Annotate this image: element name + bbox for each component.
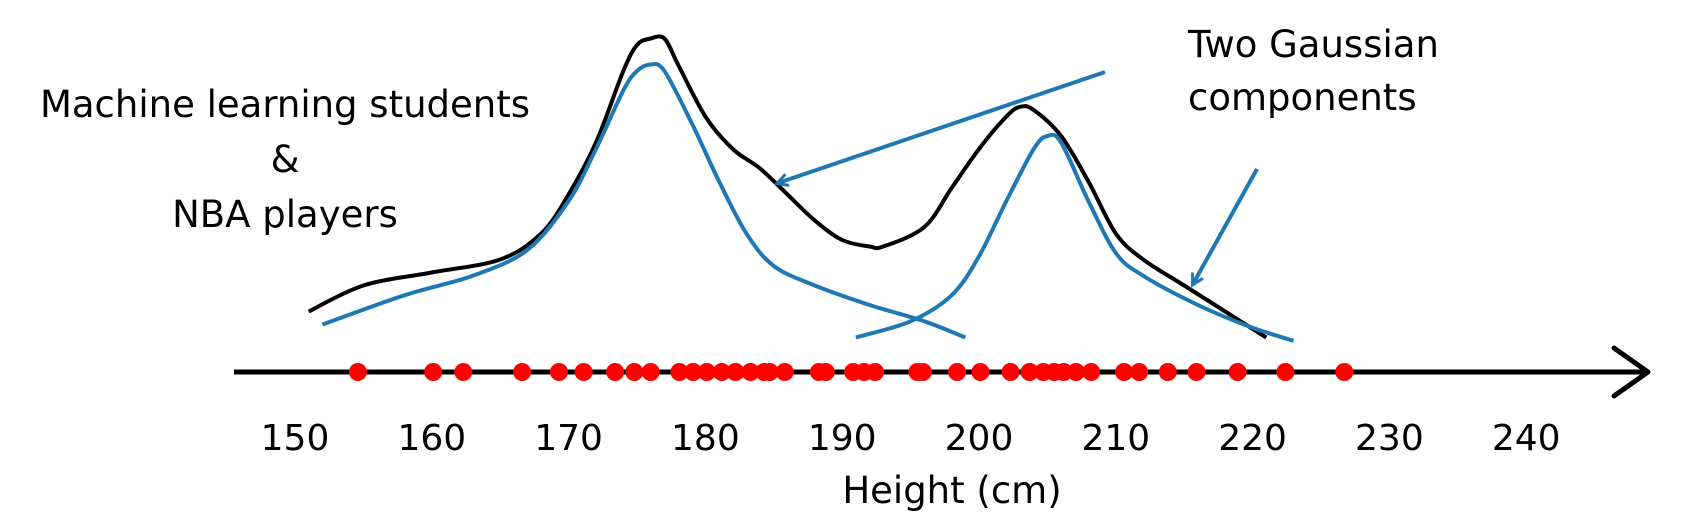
data-point-16: [760, 363, 779, 381]
data-point-24: [913, 363, 932, 381]
data-point-3: [513, 363, 532, 381]
data-point-40: [1335, 363, 1354, 381]
annotation-arrow-2: [1193, 168, 1259, 284]
data-point-31: [1054, 363, 1073, 381]
label-ml-students: Machine learning students: [40, 83, 530, 126]
tick-label-220: 220: [1218, 418, 1287, 459]
tick-label-160: 160: [397, 418, 466, 459]
data-point-2: [454, 363, 473, 381]
data-point-9: [670, 363, 689, 381]
tick-label-210: 210: [1081, 418, 1150, 459]
x-axis-tick-labels: 150 160 170 180 190 200 210 220 230 240: [261, 418, 1561, 459]
tick-label-150: 150: [261, 418, 330, 459]
data-point-37: [1187, 363, 1206, 381]
label-nba-players: NBA players: [172, 193, 398, 236]
tick-label-200: 200: [945, 418, 1014, 459]
tick-label-230: 230: [1355, 418, 1424, 459]
tick-label-240: 240: [1492, 418, 1561, 459]
data-point-26: [971, 363, 990, 381]
data-point-33: [1082, 363, 1101, 381]
label-ampersand: &: [271, 138, 300, 181]
data-point-12: [712, 363, 731, 381]
data-point-25: [948, 363, 967, 381]
data-point-11: [697, 363, 716, 381]
label-components: components: [1188, 76, 1417, 119]
data-point-8: [641, 363, 660, 381]
x-axis-label: Height (cm): [842, 469, 1061, 512]
data-point-13: [726, 363, 745, 381]
data-point-35: [1130, 363, 1149, 381]
data-point-27: [1001, 363, 1020, 381]
gaussian-component-1-curve: [321, 62, 967, 340]
data-point-7: [625, 363, 644, 381]
tick-label-190: 190: [808, 418, 877, 459]
data-points: [348, 363, 1354, 381]
data-point-14: [741, 363, 760, 381]
data-point-39: [1276, 363, 1295, 381]
data-point-1: [424, 363, 443, 381]
tick-label-170: 170: [534, 418, 603, 459]
data-point-19: [816, 363, 835, 381]
combined-density-curve: [307, 34, 1268, 340]
data-point-17: [775, 363, 794, 381]
data-point-34: [1115, 363, 1133, 381]
data-point-38: [1228, 363, 1247, 381]
data-point-22: [866, 363, 884, 381]
data-point-32: [1067, 363, 1086, 381]
data-point-4: [550, 363, 568, 381]
data-point-28: [1020, 363, 1039, 381]
annotation-arrow-1: [778, 70, 1106, 183]
data-point-10: [684, 363, 703, 381]
data-point-6: [606, 363, 625, 381]
data-point-36: [1158, 363, 1177, 381]
gaussian-component-2-curve: [855, 132, 1295, 343]
data-point-5: [574, 363, 593, 381]
tick-label-180: 180: [671, 418, 740, 459]
label-two-gaussian: Two Gaussian: [1187, 23, 1439, 66]
x-axis-arrow-icon: [1611, 345, 1651, 399]
data-point-0: [348, 363, 367, 381]
